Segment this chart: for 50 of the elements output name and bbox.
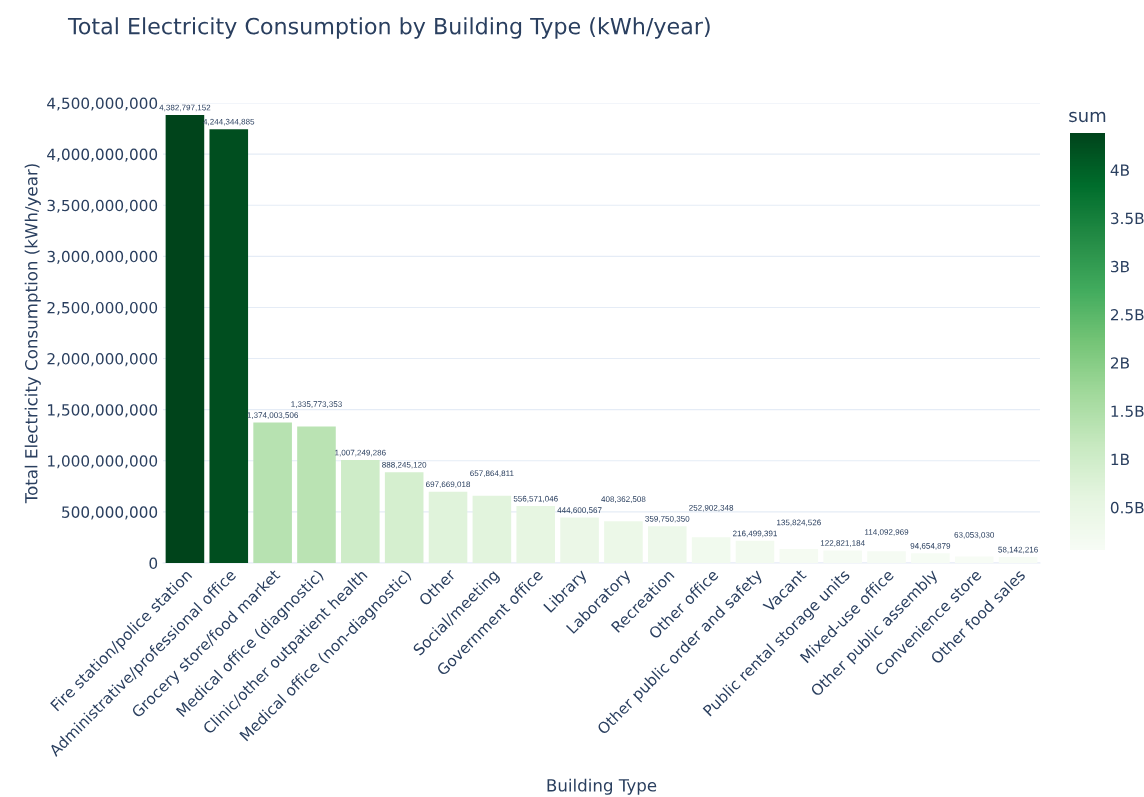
y-tick-label: 0 (149, 557, 158, 570)
data-label: 1,007,249,286 (335, 449, 386, 457)
data-label: 888,245,120 (382, 461, 427, 469)
data-label: 4,382,797,152 (159, 104, 211, 112)
color-bar-label: 1B (1111, 453, 1129, 465)
y-tick-label: 3,500,000,000 (47, 199, 158, 213)
color-bar-label: 3B (1111, 260, 1129, 273)
bar (428, 491, 468, 563)
bar (253, 422, 292, 563)
bar (384, 472, 424, 563)
y-tick-label: 4,500,000,000 (47, 97, 158, 111)
y-tick-label: 3,000,000,000 (47, 250, 158, 264)
data-label: 63,053,030 (954, 532, 995, 539)
y-tick-label: 2,500,000,000 (47, 301, 158, 316)
bar (472, 495, 512, 563)
y-tick-label: 4,000,000,000 (47, 148, 158, 162)
color-bar-label: 3.5B (1111, 212, 1144, 225)
chart-title: Total Electricity Consumption by Building Type (kWh/year) (67, 17, 710, 39)
data-label: 1,335,773,353 (291, 401, 342, 408)
y-tick-label: 500,000,000 (62, 506, 158, 520)
data-label: 114,092,969 (865, 529, 909, 536)
y-tick-label: 1,500,000,000 (48, 404, 158, 418)
data-label: 408,362,508 (601, 496, 646, 503)
data-label: 444,600,567 (557, 507, 602, 514)
data-label: 252,902,348 (689, 504, 734, 512)
y-tick-label: 2,000,000,000 (47, 353, 158, 367)
data-label: 697,669,018 (426, 481, 471, 489)
data-label: 216,499,391 (732, 530, 777, 538)
data-label: 58,142,216 (998, 546, 1038, 554)
x-axis-title: Building Type (547, 778, 657, 795)
y-tick-label: 1,000,000,000 (48, 455, 158, 469)
bar (516, 506, 556, 563)
data-label: 94,654,879 (910, 543, 951, 550)
color-bar-label: 2.5B (1110, 309, 1144, 321)
data-label: 122,821,184 (820, 540, 865, 547)
bar (165, 114, 205, 563)
color-bar-title: sum (1069, 111, 1106, 123)
bar (297, 426, 336, 563)
color-bar-label: 0.5B (1110, 501, 1144, 514)
color-bar-label: 2B (1110, 357, 1129, 369)
color-bar-label: 1.5B (1111, 405, 1144, 417)
data-label: 359,750,350 (645, 515, 690, 523)
bar (209, 129, 249, 563)
data-label: 556,571,046 (513, 495, 558, 503)
bar (560, 517, 599, 563)
data-label: 657,864,811 (470, 470, 514, 478)
y-axis-title: Total Electricity Consumption (kWh/year) (24, 164, 41, 504)
bar (341, 460, 380, 563)
data-label: 135,824,526 (777, 519, 821, 527)
color-bar-label: 4B (1110, 164, 1129, 176)
